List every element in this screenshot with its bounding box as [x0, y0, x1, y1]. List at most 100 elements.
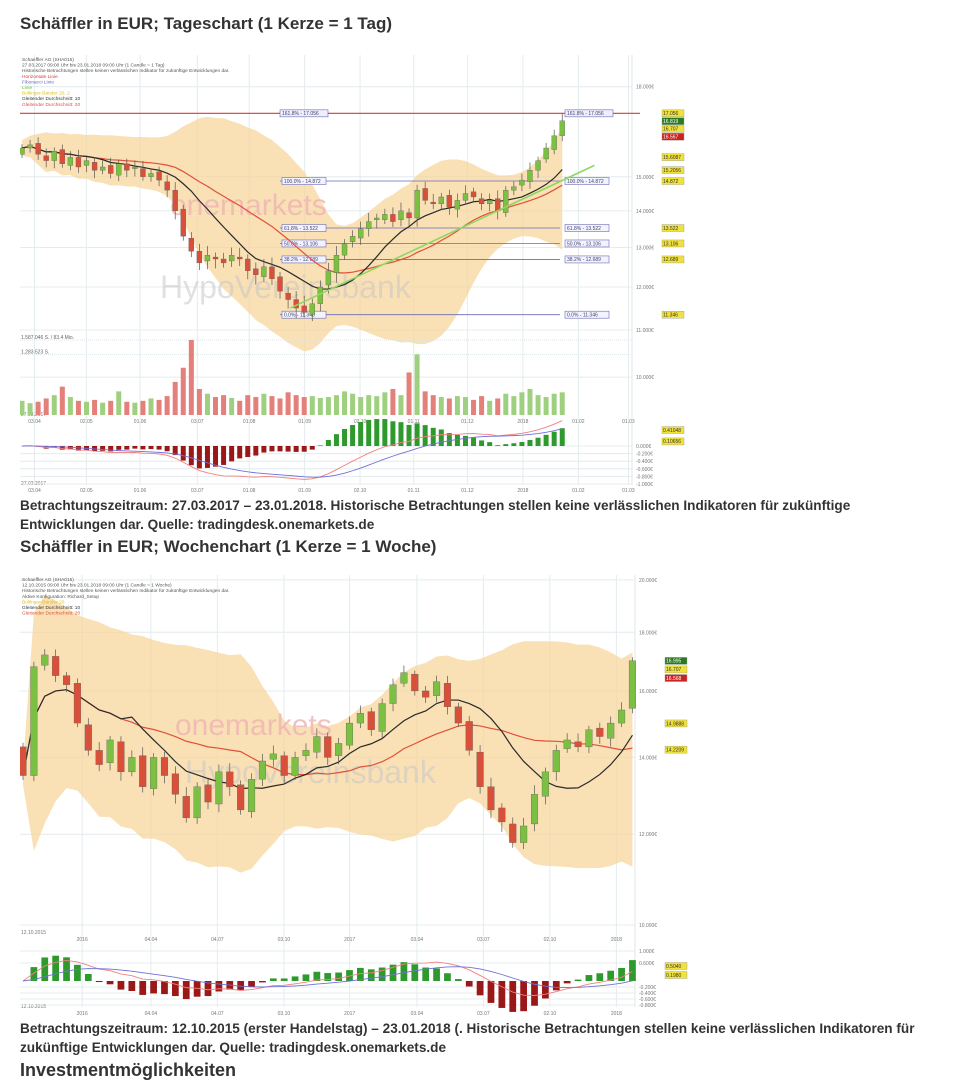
macd-histogram-bar [390, 421, 396, 446]
price-label-box [664, 719, 688, 728]
candle-body [430, 201, 436, 205]
macd-histogram-bar [128, 981, 136, 992]
price-label: 11.346 [663, 313, 678, 319]
x-tick-label: 2016 [77, 937, 88, 943]
candle-body [196, 251, 203, 264]
volume-bar [237, 400, 243, 415]
candle-body [84, 724, 92, 751]
candle-body [378, 703, 386, 732]
macd-histogram-bar [465, 981, 473, 987]
start-date-label: 12.10.2015 [21, 930, 46, 936]
candle-body [349, 236, 356, 242]
legend-entry: Gleitender Durchschnitt: 20 [22, 102, 80, 108]
volume-bar [27, 403, 33, 415]
candle-body [73, 683, 81, 724]
macd-histogram-bar [95, 981, 103, 983]
candle-body [301, 305, 307, 313]
volume-bar [350, 393, 356, 415]
volume-bar [196, 389, 202, 415]
macd-histogram-bar [106, 981, 114, 985]
price-label: 16.707 [666, 667, 682, 673]
candle-body [341, 243, 348, 256]
volume-bar [229, 397, 235, 415]
macd-tick-label: 0.600€ [639, 961, 655, 967]
volume-bar [156, 399, 162, 415]
macd-tick-label: 0.000€ [636, 444, 652, 450]
macd-histogram-bar [462, 435, 468, 446]
macd-histogram-bar [366, 419, 372, 446]
volume-bar [414, 354, 420, 415]
candle-body [150, 757, 158, 789]
candle-body [543, 147, 549, 160]
candle-body [607, 722, 615, 739]
volume-bar [67, 397, 73, 415]
start-date-label: 27.03.2017 [21, 412, 46, 418]
candle-body [237, 784, 245, 811]
volume-bar [462, 397, 468, 415]
macd-tick-label: -0.600€ [639, 997, 656, 1003]
volume-bar [358, 397, 364, 415]
candle-body [164, 181, 170, 191]
macd-histogram-bar [204, 446, 210, 468]
x-tick-label: 01.03 [622, 488, 635, 494]
price-label: 15.2056 [663, 168, 681, 174]
y-tick-label: 14.000€ [639, 755, 657, 761]
fib-label-box [564, 109, 614, 118]
candle-body [261, 266, 267, 277]
price-label: 13.522 [663, 226, 679, 232]
candle-body [498, 807, 506, 823]
macd-histogram-bar [531, 981, 538, 1006]
moving-average-20 [21, 145, 563, 274]
y-tick-label: 10.000€ [639, 923, 657, 929]
macd-value-box [664, 962, 688, 970]
x-tick-label: 01.09 [298, 419, 311, 425]
candle-body [389, 684, 397, 704]
price-label-box [664, 665, 688, 674]
macd-histogram-bar [487, 981, 495, 1003]
candle-body [204, 784, 212, 803]
price-label: 12.689 [663, 257, 679, 263]
volume-bar [325, 397, 331, 415]
macd-histogram-bar [301, 446, 307, 452]
macd-tick-label: 1.000€ [639, 949, 655, 955]
legend-entry: Aktive Konfiguration: Richard_Setup [22, 594, 99, 600]
x-tick-label: 02.05 [80, 488, 93, 494]
candle-body [148, 173, 154, 177]
volume-bar [204, 393, 210, 415]
candle-body [411, 673, 419, 692]
macd-histogram-bar [542, 981, 549, 999]
candle-body [67, 157, 74, 166]
volume-bar [188, 340, 194, 415]
candle-body [422, 188, 428, 201]
volume-bar [116, 391, 122, 415]
volume-bar [261, 393, 267, 415]
fib-label: 61.8% - 13.522 [567, 226, 601, 232]
x-tick-label: 02.05 [80, 419, 93, 425]
candle-body [309, 303, 315, 315]
candle-body [116, 163, 122, 176]
candle-body [470, 191, 477, 198]
candle-body [75, 157, 82, 168]
price-label: 17.056 [663, 111, 679, 117]
macd-histogram-bar [302, 974, 310, 981]
candle-body [462, 193, 469, 201]
candle-body [291, 757, 299, 776]
volume-bar [84, 401, 90, 415]
fib-label: 50.0% - 13.106 [567, 241, 601, 247]
price-label: 13.106 [663, 241, 679, 247]
candle-body [335, 743, 343, 756]
macd-histogram-bar [117, 981, 125, 990]
macd-histogram-bar [41, 957, 49, 981]
candle-body [433, 681, 441, 696]
macd-histogram-bar [59, 446, 65, 450]
watermark-logo: onemarkets [175, 709, 332, 742]
candle-body [487, 200, 493, 205]
caption-line: Entwicklungen dar. Quelle: tradingdesk.o… [20, 517, 375, 532]
macd-histogram-bar [433, 968, 440, 981]
macd-histogram-bar [259, 981, 266, 983]
y-tick-label: 12.000€ [636, 285, 654, 291]
macd-histogram-bar [333, 434, 339, 446]
macd-tick-label: -1.000€ [636, 482, 653, 488]
volume-bar [366, 395, 372, 415]
price-label-box [661, 255, 685, 264]
